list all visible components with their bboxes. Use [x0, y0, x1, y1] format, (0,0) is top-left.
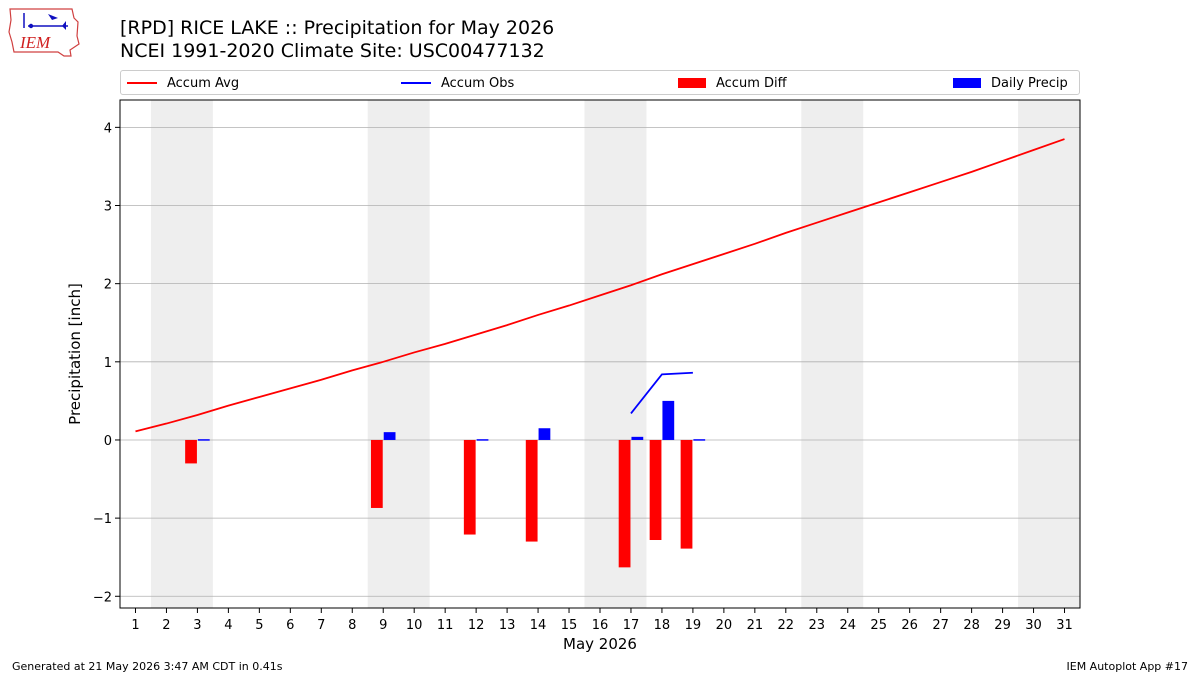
chart-title: [RPD] RICE LAKE :: Precipitation for May… [120, 17, 555, 39]
x-tick-label: 2 [162, 618, 170, 633]
accum-avg-line [135, 138, 1065, 433]
x-tick-label: 24 [839, 618, 856, 633]
x-tick-label: 1 [131, 618, 139, 633]
x-tick-label: 6 [286, 618, 294, 633]
x-axis-label: May 2026 [563, 635, 637, 653]
x-tick-label: 4 [224, 618, 232, 633]
legend-item-accum-avg: Accum Avg [127, 74, 239, 92]
x-tick-label: 23 [809, 618, 826, 633]
daily-precip-bar [693, 439, 706, 441]
legend: Accum Avg Accum Obs Accum Diff Daily Pre… [120, 70, 1080, 95]
x-tick-label: 7 [317, 618, 325, 633]
x-tick-label: 31 [1056, 618, 1073, 633]
daily-precip-bar [383, 432, 396, 440]
plot-frame [119, 99, 1081, 609]
y-tick-label: 0 [104, 434, 112, 449]
x-tick-label: 21 [747, 618, 764, 633]
x-tick-label: 12 [468, 618, 485, 633]
weekend-shade [367, 100, 430, 608]
x-tick-label: 29 [994, 618, 1011, 633]
accum-obs-line [630, 371, 693, 414]
x-tick-label: 9 [379, 618, 387, 633]
daily-precip-bar [662, 400, 675, 440]
y-tick-label: 3 [104, 200, 112, 215]
daily-precip-bar [538, 428, 551, 440]
x-tick-label: 11 [437, 618, 454, 633]
x-tick-label: 30 [1025, 618, 1042, 633]
chart-subtitle: NCEI 1991-2020 Climate Site: USC00477132 [120, 40, 545, 62]
x-tick-label: 18 [654, 618, 671, 633]
x-tick-label: 15 [561, 618, 578, 633]
logo-text: IEM [19, 33, 51, 52]
x-tick-label: 3 [193, 618, 201, 633]
legend-label-accum-obs: Accum Obs [441, 75, 515, 91]
accum-diff-bar [618, 439, 631, 568]
x-tick-label: 8 [348, 618, 356, 633]
accum-diff-bar [649, 439, 662, 541]
accum-diff-bar [370, 439, 383, 508]
x-tick-label: 20 [716, 618, 733, 633]
legend-label-daily-precip: Daily Precip [991, 75, 1068, 91]
x-tick-label: 5 [255, 618, 263, 633]
x-tick-label: 19 [685, 618, 702, 633]
x-tick-label: 27 [932, 618, 949, 633]
legend-item-daily-precip: Daily Precip [953, 74, 1068, 92]
y-tick-label: 1 [104, 356, 112, 371]
weekend-shade [801, 100, 864, 608]
legend-swatch-daily-precip [953, 78, 981, 88]
x-tick-label: 25 [870, 618, 887, 633]
x-tick-label: 16 [592, 618, 609, 633]
weekend-shade [584, 100, 647, 608]
y-tick-label: −1 [93, 512, 112, 527]
legend-swatch-accum-obs [401, 82, 431, 84]
accum-diff-bar [185, 439, 197, 464]
x-tick-label: 14 [530, 618, 547, 633]
legend-label-accum-diff: Accum Diff [716, 75, 787, 91]
iem-logo: IEM [8, 8, 80, 57]
y-tick-label: 4 [104, 121, 112, 136]
x-tick-label: 22 [778, 618, 795, 633]
accum-diff-bar [525, 439, 538, 542]
y-tick-label: −2 [93, 590, 112, 605]
daily-precip-bar [631, 436, 644, 440]
daily-precip-bar [476, 439, 489, 441]
legend-item-accum-obs: Accum Obs [401, 74, 514, 92]
x-tick-label: 28 [963, 618, 980, 633]
footer-generated: Generated at 21 May 2026 3:47 AM CDT in … [12, 660, 283, 673]
weekend-shade [1018, 100, 1080, 608]
daily-precip-bar [197, 439, 210, 441]
x-tick-label: 26 [901, 618, 918, 633]
y-tick-label: 2 [104, 278, 112, 293]
weekend-shade [150, 100, 213, 608]
y-axis-label: Precipitation [inch] [66, 283, 84, 425]
accum-diff-bar [463, 439, 476, 535]
legend-label-accum-avg: Accum Avg [167, 75, 240, 91]
accum-diff-bar [680, 439, 693, 549]
legend-item-accum-diff: Accum Diff [678, 74, 787, 92]
legend-swatch-accum-avg [127, 82, 157, 84]
x-tick-label: 17 [623, 618, 640, 633]
x-tick-label: 10 [406, 618, 423, 633]
footer-app: IEM Autoplot App #17 [1066, 660, 1189, 673]
legend-swatch-accum-diff [678, 78, 706, 88]
x-tick-label: 13 [499, 618, 516, 633]
